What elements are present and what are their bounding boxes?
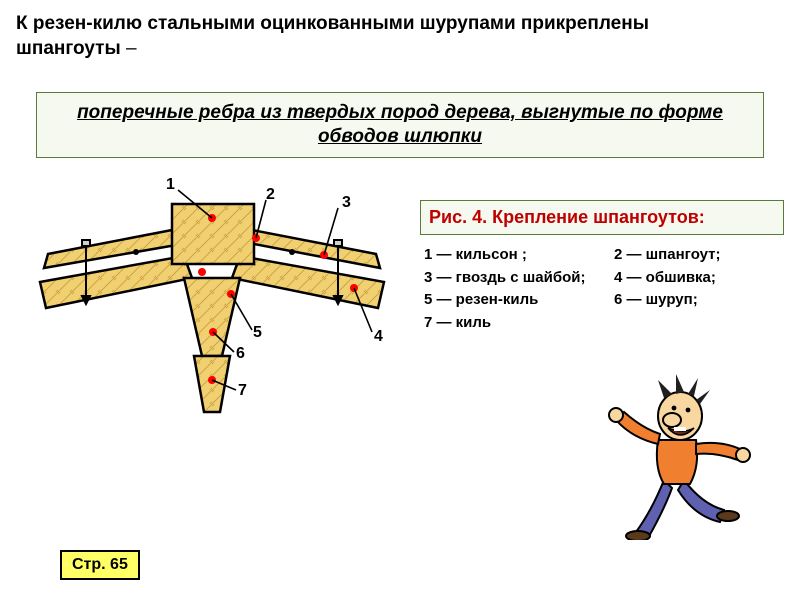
header-line1: К резен-килю стальными оцинкованными шур… <box>16 13 649 34</box>
header-dash: – <box>121 38 137 59</box>
definition-box: поперечные ребра из твердых пород дерева… <box>36 92 764 158</box>
keel-diagram: 1 2 3 4 5 6 7 <box>16 180 408 440</box>
legend-4: 4 — обшивка; <box>614 267 716 290</box>
diagram-label-4: 4 <box>374 328 383 346</box>
figure-legend: 1 — кильсон ; 2 — шпангоут; 3 — гвоздь с… <box>424 244 784 334</box>
legend-2: 2 — шпангоут; <box>614 244 721 267</box>
cartoon-character <box>602 370 752 540</box>
page-reference: Стр. 65 <box>60 550 140 580</box>
header-line2: шпангоуты <box>16 38 121 59</box>
diagram-label-5: 5 <box>253 324 262 342</box>
figure-title-box: Рис. 4. Крепление шпангоутов: <box>420 200 784 235</box>
legend-3: 3 — гвоздь с шайбой; <box>424 267 614 290</box>
diagram-label-2: 2 <box>266 186 275 204</box>
legend-7: 7 — киль <box>424 312 614 335</box>
definition-text: поперечные ребра из твердых пород дерева… <box>51 101 749 149</box>
diagram-label-1: 1 <box>166 176 175 194</box>
legend-5: 5 — резен-киль <box>424 289 614 312</box>
figure-title: Рис. 4. Крепление шпангоутов: <box>429 207 705 227</box>
legend-1: 1 — кильсон ; <box>424 244 614 267</box>
diagram-label-7: 7 <box>238 382 247 400</box>
page-reference-text: Стр. 65 <box>72 556 128 573</box>
header-text: К резен-килю стальными оцинкованными шур… <box>16 12 784 61</box>
diagram-label-6: 6 <box>236 345 245 363</box>
legend-6: 6 — шуруп; <box>614 289 698 312</box>
diagram-label-3: 3 <box>342 194 351 212</box>
